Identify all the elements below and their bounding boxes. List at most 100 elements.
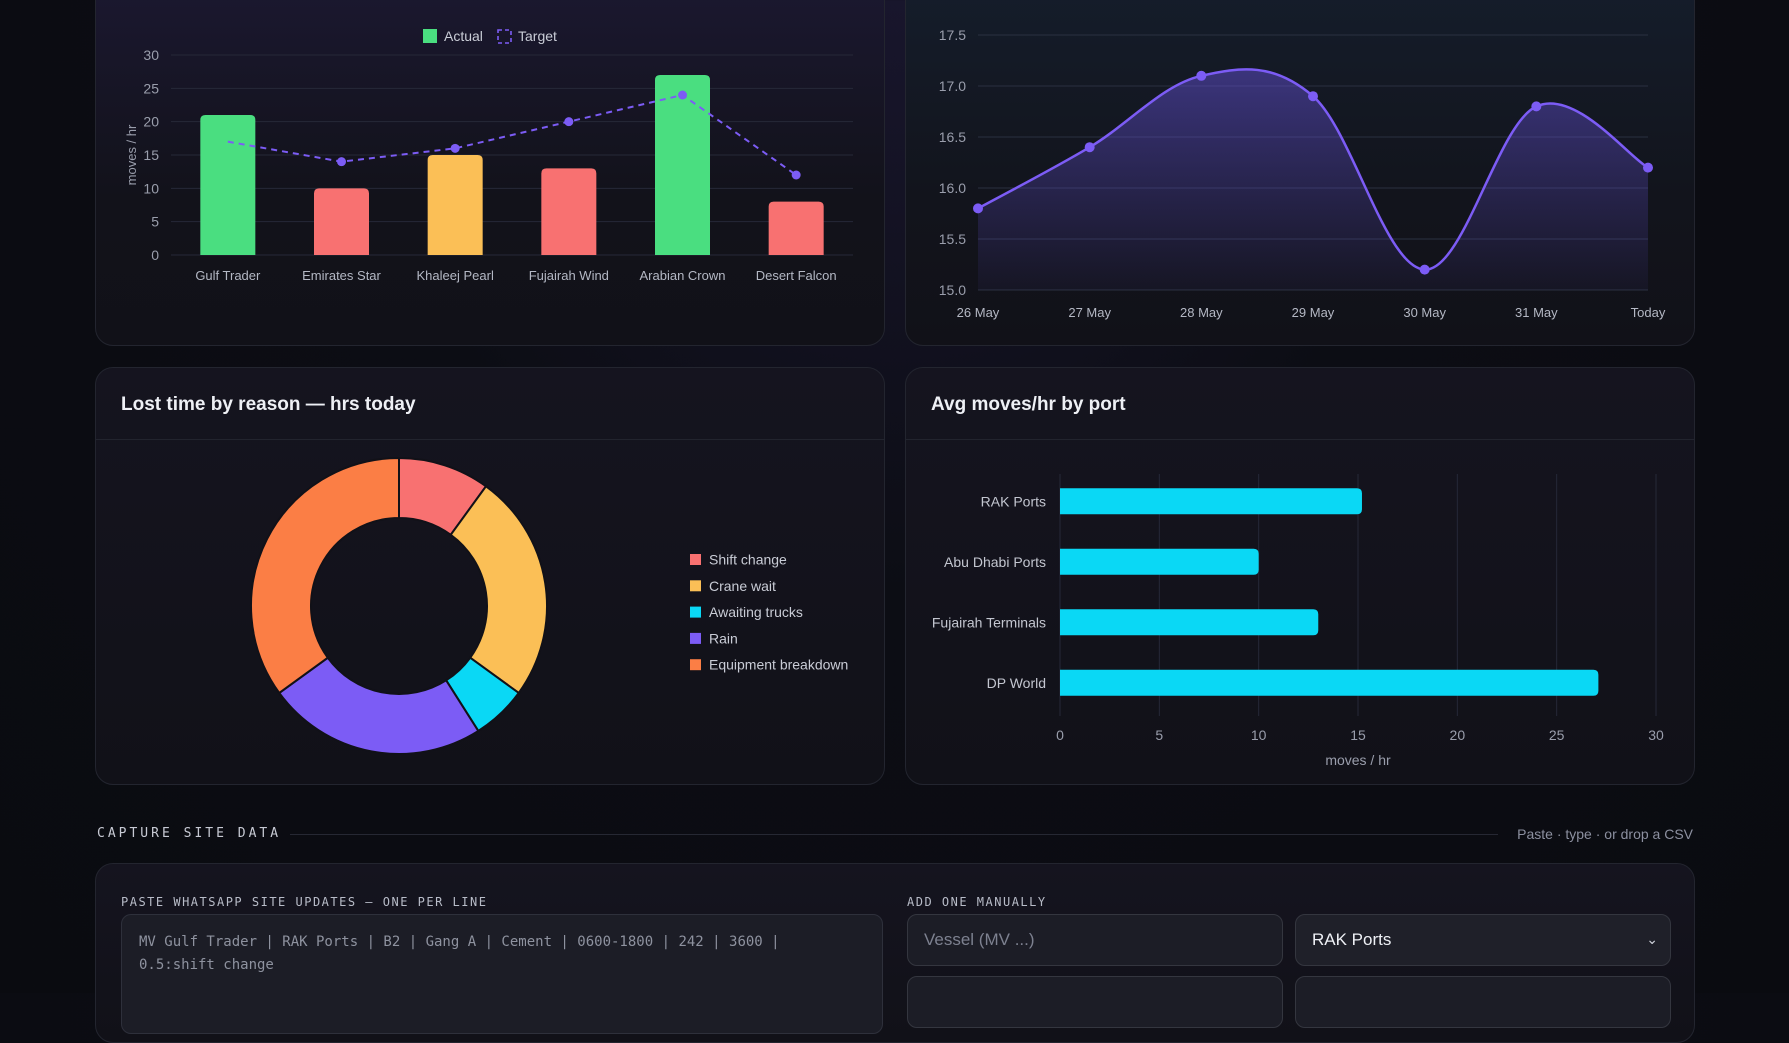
x-tick-label: 10 (1251, 727, 1267, 743)
legend-label-target: Target (518, 28, 557, 44)
donut-slice (277, 656, 480, 755)
manual-label: ADD ONE MANUALLY (907, 895, 1047, 909)
vessel-productivity-chart: 0 5 10 15 20 25 30 moves / hr Gulf Trader Emirate… (124, 28, 853, 283)
y-tick-label: 15 (143, 147, 159, 163)
capture-form-card: PASTE WHATSAPP SITE UPDATES — ONE PER LI… (95, 863, 1695, 1043)
y-tick-label: 10 (143, 180, 159, 196)
x-tick-label: 25 (1549, 727, 1565, 743)
x-axis-label: moves / hr (1325, 752, 1391, 768)
capture-section-title: CAPTURE SITE DATA (97, 826, 282, 841)
y-tick-label: Fujairah Terminals (932, 614, 1046, 630)
trend-point (1531, 101, 1542, 112)
legend-swatch (690, 554, 701, 565)
next-input-right[interactable] (1295, 976, 1671, 1028)
vessel-input[interactable]: Vessel (MV ...) (907, 914, 1283, 966)
legend-swatch-actual (423, 29, 437, 43)
x-tick-label: 30 May (1403, 305, 1446, 320)
x-tick-label: Today (1631, 305, 1666, 320)
port-bar (1060, 548, 1259, 575)
port-moves-chart: 0 5 10 15 20 25 30 moves / hr RAK Ports Abu Dhabi… (932, 474, 1664, 768)
paste-updates-textarea[interactable]: MV Gulf Trader | RAK Ports | B2 | Gang A… (121, 914, 883, 1034)
trend-point (1308, 91, 1318, 102)
x-tick-label: 0 (1056, 727, 1064, 743)
target-point (337, 157, 346, 167)
next-input-left[interactable] (907, 976, 1283, 1028)
donut-slice (250, 456, 400, 695)
y-axis-label: moves / hr (124, 124, 139, 185)
legend-swatch (690, 606, 701, 618)
bar-actual (427, 155, 483, 255)
legend-swatch (690, 632, 701, 644)
port-select-value: RAK Ports (1312, 930, 1392, 949)
trend-point (1196, 70, 1207, 81)
legend-label: Equipment breakdown (709, 657, 848, 673)
y-tick-label: RAK Ports (981, 493, 1046, 509)
legend-label: Shift change (709, 552, 787, 568)
y-tick-label: 30 (143, 47, 159, 63)
target-point (791, 170, 801, 180)
y-tick-label: 17.5 (939, 27, 966, 43)
productivity-trend-card: 15.0 15.5 16.0 16.5 17.0 17.5 26 May 27 May 28 M… (905, 0, 1695, 346)
x-tick-label: Khaleej Pearl (417, 268, 494, 283)
y-tick-label: Abu Dhabi Ports (944, 554, 1046, 570)
x-tick-label: Fujairah Wind (529, 268, 609, 283)
x-tick-label: 26 May (957, 305, 1000, 320)
x-tick-label: 30 (1648, 727, 1664, 743)
x-tick-label: 27 May (1068, 305, 1111, 320)
bar-actual (314, 188, 369, 255)
port-moves-title: Avg moves/hr by port (906, 368, 1694, 440)
target-point (450, 143, 460, 153)
lost-time-card: Lost time by reason — hrs today Shift ch… (95, 367, 885, 785)
bar-actual (655, 75, 710, 255)
capture-hint: Paste · type · or drop a CSV (1517, 826, 1693, 842)
x-tick-label: 15 (1350, 727, 1366, 743)
port-select[interactable]: RAK Ports ⌄ (1295, 914, 1671, 966)
trend-area (978, 69, 1648, 291)
legend-label: Rain (709, 630, 738, 646)
bar-actual (541, 168, 597, 255)
donut-slice (449, 484, 548, 695)
x-tick-label: Gulf Trader (195, 268, 261, 283)
trend-point (1419, 264, 1430, 275)
target-point (564, 117, 574, 127)
x-tick-label: 20 (1450, 727, 1466, 743)
y-tick-label: 15.0 (939, 282, 966, 298)
donut-legend: Shift change Crane wait Awaiting trucks Rai… (690, 552, 848, 673)
trend-point (973, 203, 983, 214)
y-tick-label: DP World (987, 675, 1046, 691)
port-bar (1060, 669, 1599, 696)
x-tick-label: 31 May (1515, 305, 1558, 320)
trend-point (1643, 162, 1653, 173)
legend-swatch (690, 580, 701, 592)
lost-time-title: Lost time by reason — hrs today (96, 368, 884, 440)
x-tick-label: Arabian Crown (640, 268, 726, 283)
x-tick-label: 28 May (1180, 305, 1223, 320)
target-line (227, 93, 797, 176)
bar-actual (200, 115, 256, 255)
legend-label: Awaiting trucks (709, 604, 803, 620)
bar-actual (768, 201, 824, 255)
lost-time-donut-chart: Shift change Crane wait Awaiting trucks Rai… (250, 456, 848, 755)
y-tick-label: 5 (151, 214, 159, 230)
x-tick-label: Emirates Star (302, 268, 381, 283)
y-tick-label: 20 (143, 114, 159, 130)
y-tick-label: 0 (151, 247, 159, 263)
x-tick-label: 29 May (1292, 305, 1335, 320)
productivity-trend-chart: 15.0 15.5 16.0 16.5 17.0 17.5 26 May 27 May 28 M… (939, 27, 1666, 320)
legend-label: Crane wait (709, 578, 776, 594)
vessel-productivity-card: 0 5 10 15 20 25 30 moves / hr Gulf Trader Emirate… (95, 0, 885, 346)
chevron-down-icon: ⌄ (1646, 931, 1658, 947)
x-tick-label: 5 (1155, 727, 1163, 743)
y-tick-label: 25 (143, 80, 159, 96)
y-tick-label: 15.5 (939, 231, 966, 247)
section-divider (290, 834, 1498, 835)
paste-label: PASTE WHATSAPP SITE UPDATES — ONE PER LI… (121, 895, 488, 909)
port-bar (1060, 609, 1319, 636)
port-bar (1060, 488, 1362, 515)
x-tick-label: Desert Falcon (756, 268, 837, 283)
legend-swatch (690, 659, 701, 671)
chart-legend: Actual Target (423, 28, 557, 44)
target-point (678, 90, 687, 100)
y-tick-label: 17.0 (939, 78, 966, 94)
port-moves-card: Avg moves/hr by port 0 5 10 15 20 25 30 moves /… (905, 367, 1695, 785)
